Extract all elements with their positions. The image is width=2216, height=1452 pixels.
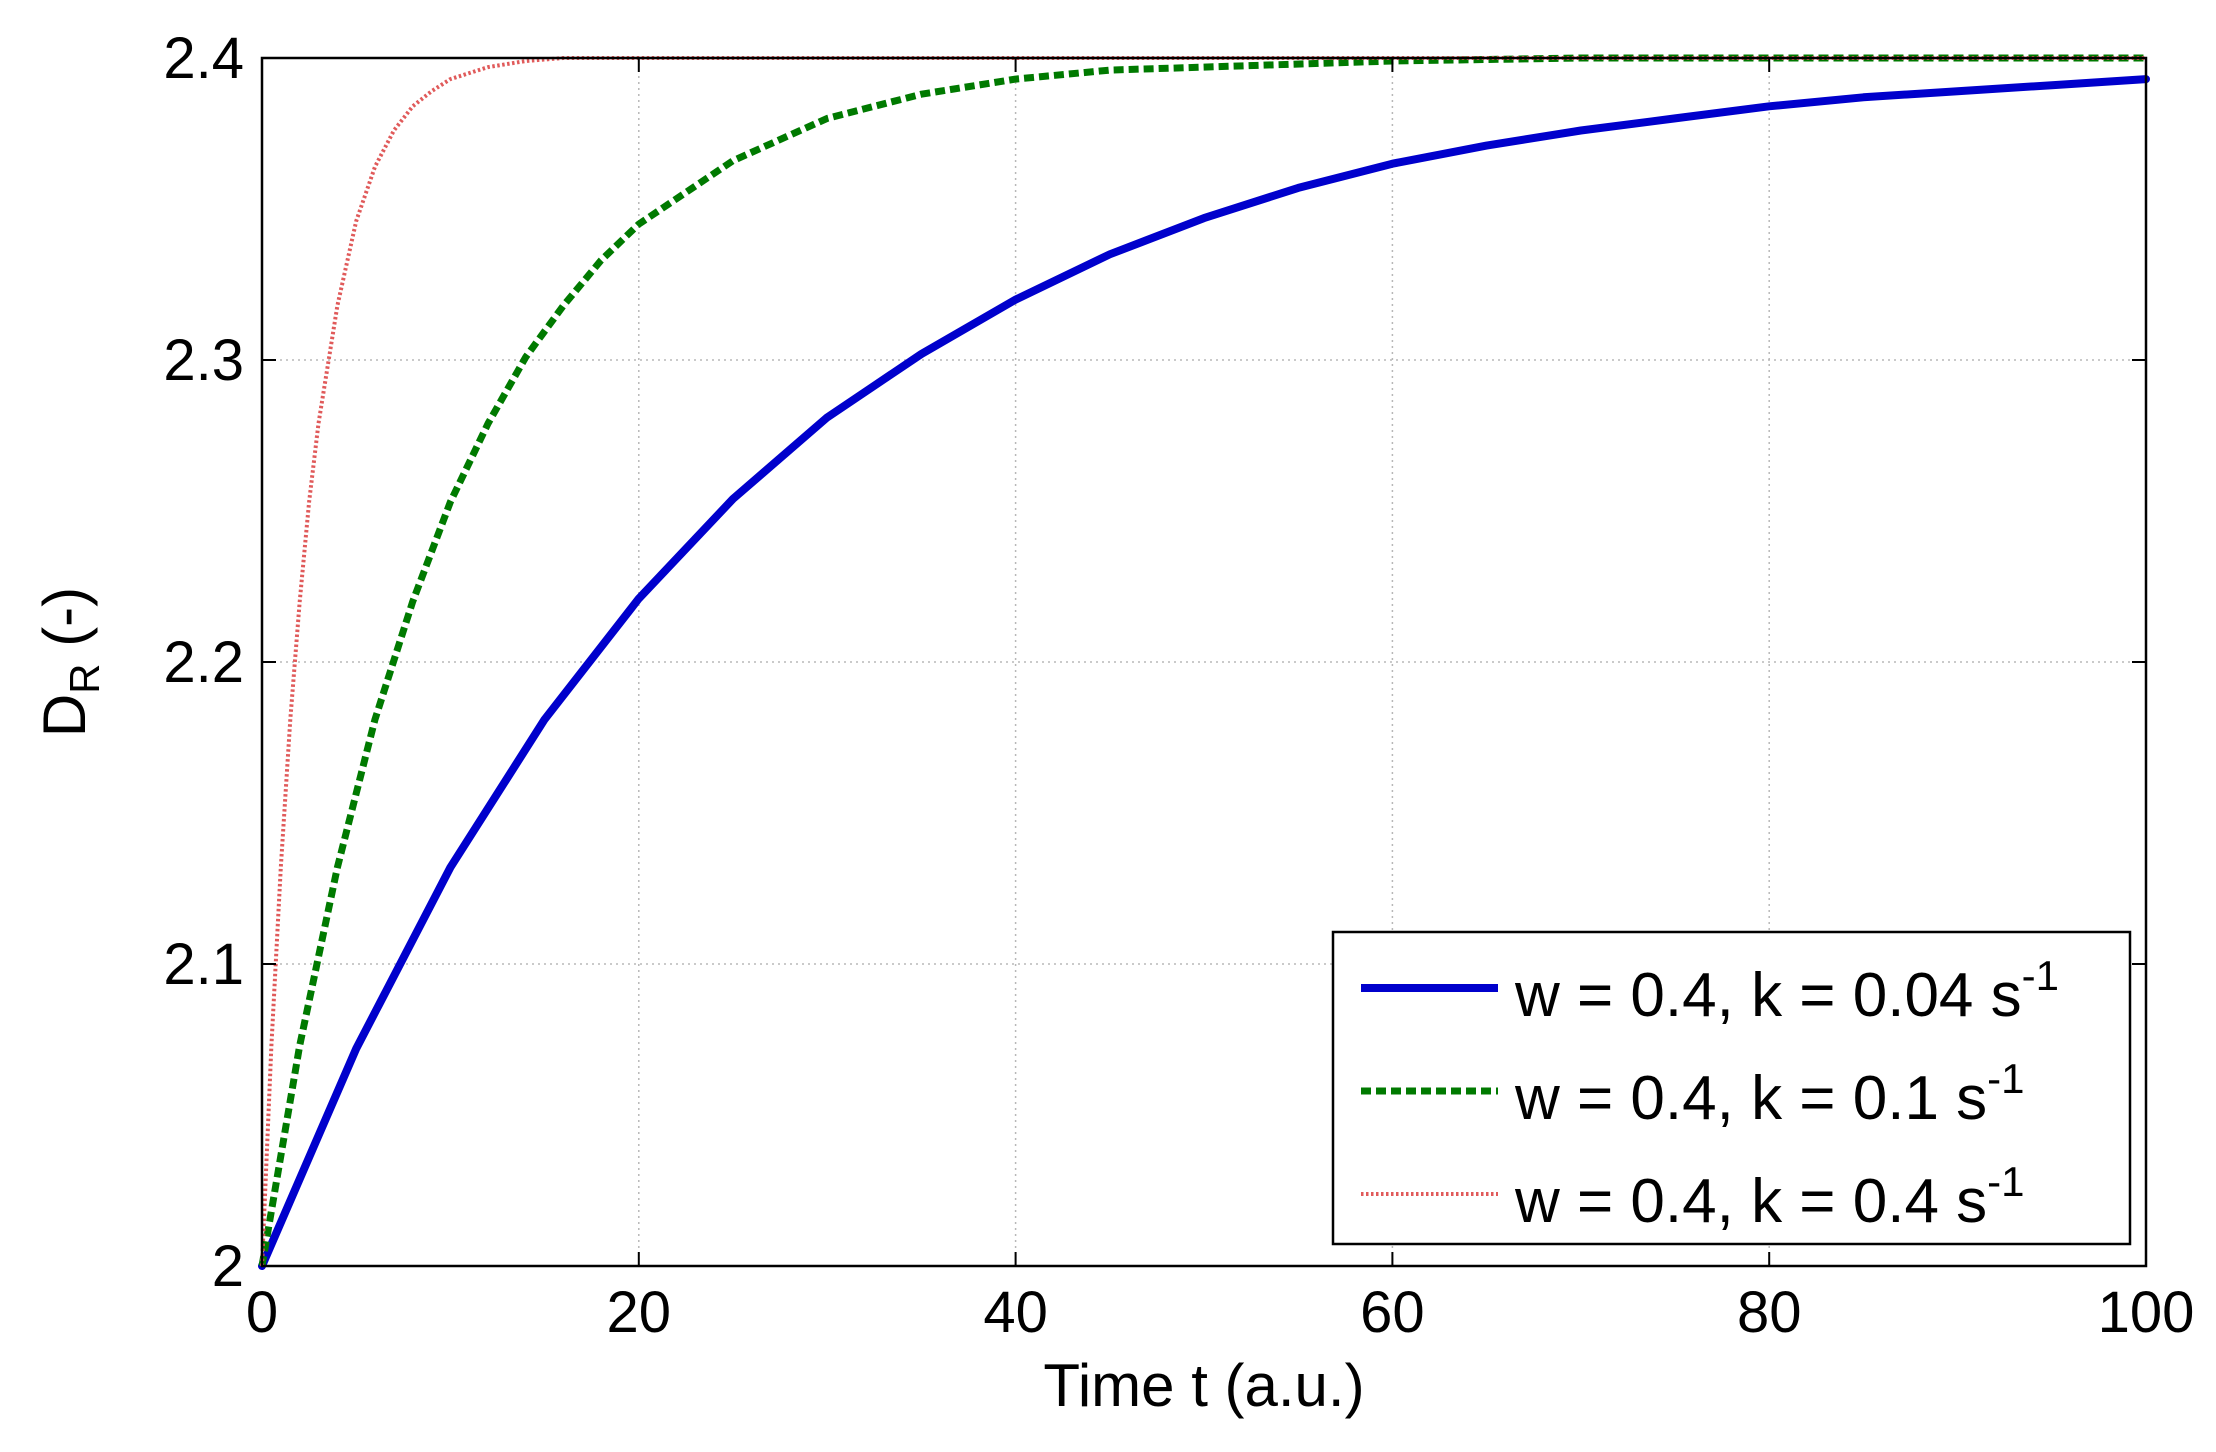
legend-label: w = 0.4, k = 0.1 s-1 <box>1514 1055 2025 1133</box>
x-tick-label: 60 <box>1360 1280 1425 1345</box>
y-axis-label: DR (-) <box>31 587 108 737</box>
y-tick-label: 2.4 <box>163 26 244 91</box>
y-tick-label: 2.1 <box>163 932 244 997</box>
x-axis-label: Time t (a.u.) <box>1043 1352 1364 1419</box>
x-tick-label: 20 <box>607 1280 672 1345</box>
legend-label: w = 0.4, k = 0.4 s-1 <box>1514 1158 2025 1236</box>
x-tick-label: 0 <box>246 1280 278 1345</box>
series-line-1 <box>258 75 2150 1270</box>
gridlines <box>262 58 2146 1266</box>
tick-labels: 0 20 40 60 80 100 2 2.1 2.2 2.3 2.4 <box>163 26 2194 1345</box>
y-tick-label: 2 <box>212 1234 244 1299</box>
legend: w = 0.4, k = 0.04 s-1 w = 0.4, k = 0.1 s-… <box>1331 930 2132 1246</box>
y-axis-label-main: D <box>31 694 98 737</box>
series-line-2 <box>258 54 2146 1267</box>
axis-ticks <box>261 57 2147 1267</box>
y-axis-label-unit: (-) <box>31 587 98 664</box>
y-tick-label: 2.2 <box>163 630 244 695</box>
x-tick-label: 80 <box>1737 1280 1802 1345</box>
x-tick-label: 100 <box>2098 1280 2195 1345</box>
y-tick-label: 2.3 <box>163 328 244 393</box>
x-tick-label: 40 <box>983 1280 1048 1345</box>
y-axis-label-subscript: R <box>61 663 108 693</box>
legend-label: w = 0.4, k = 0.04 s-1 <box>1514 952 2059 1030</box>
